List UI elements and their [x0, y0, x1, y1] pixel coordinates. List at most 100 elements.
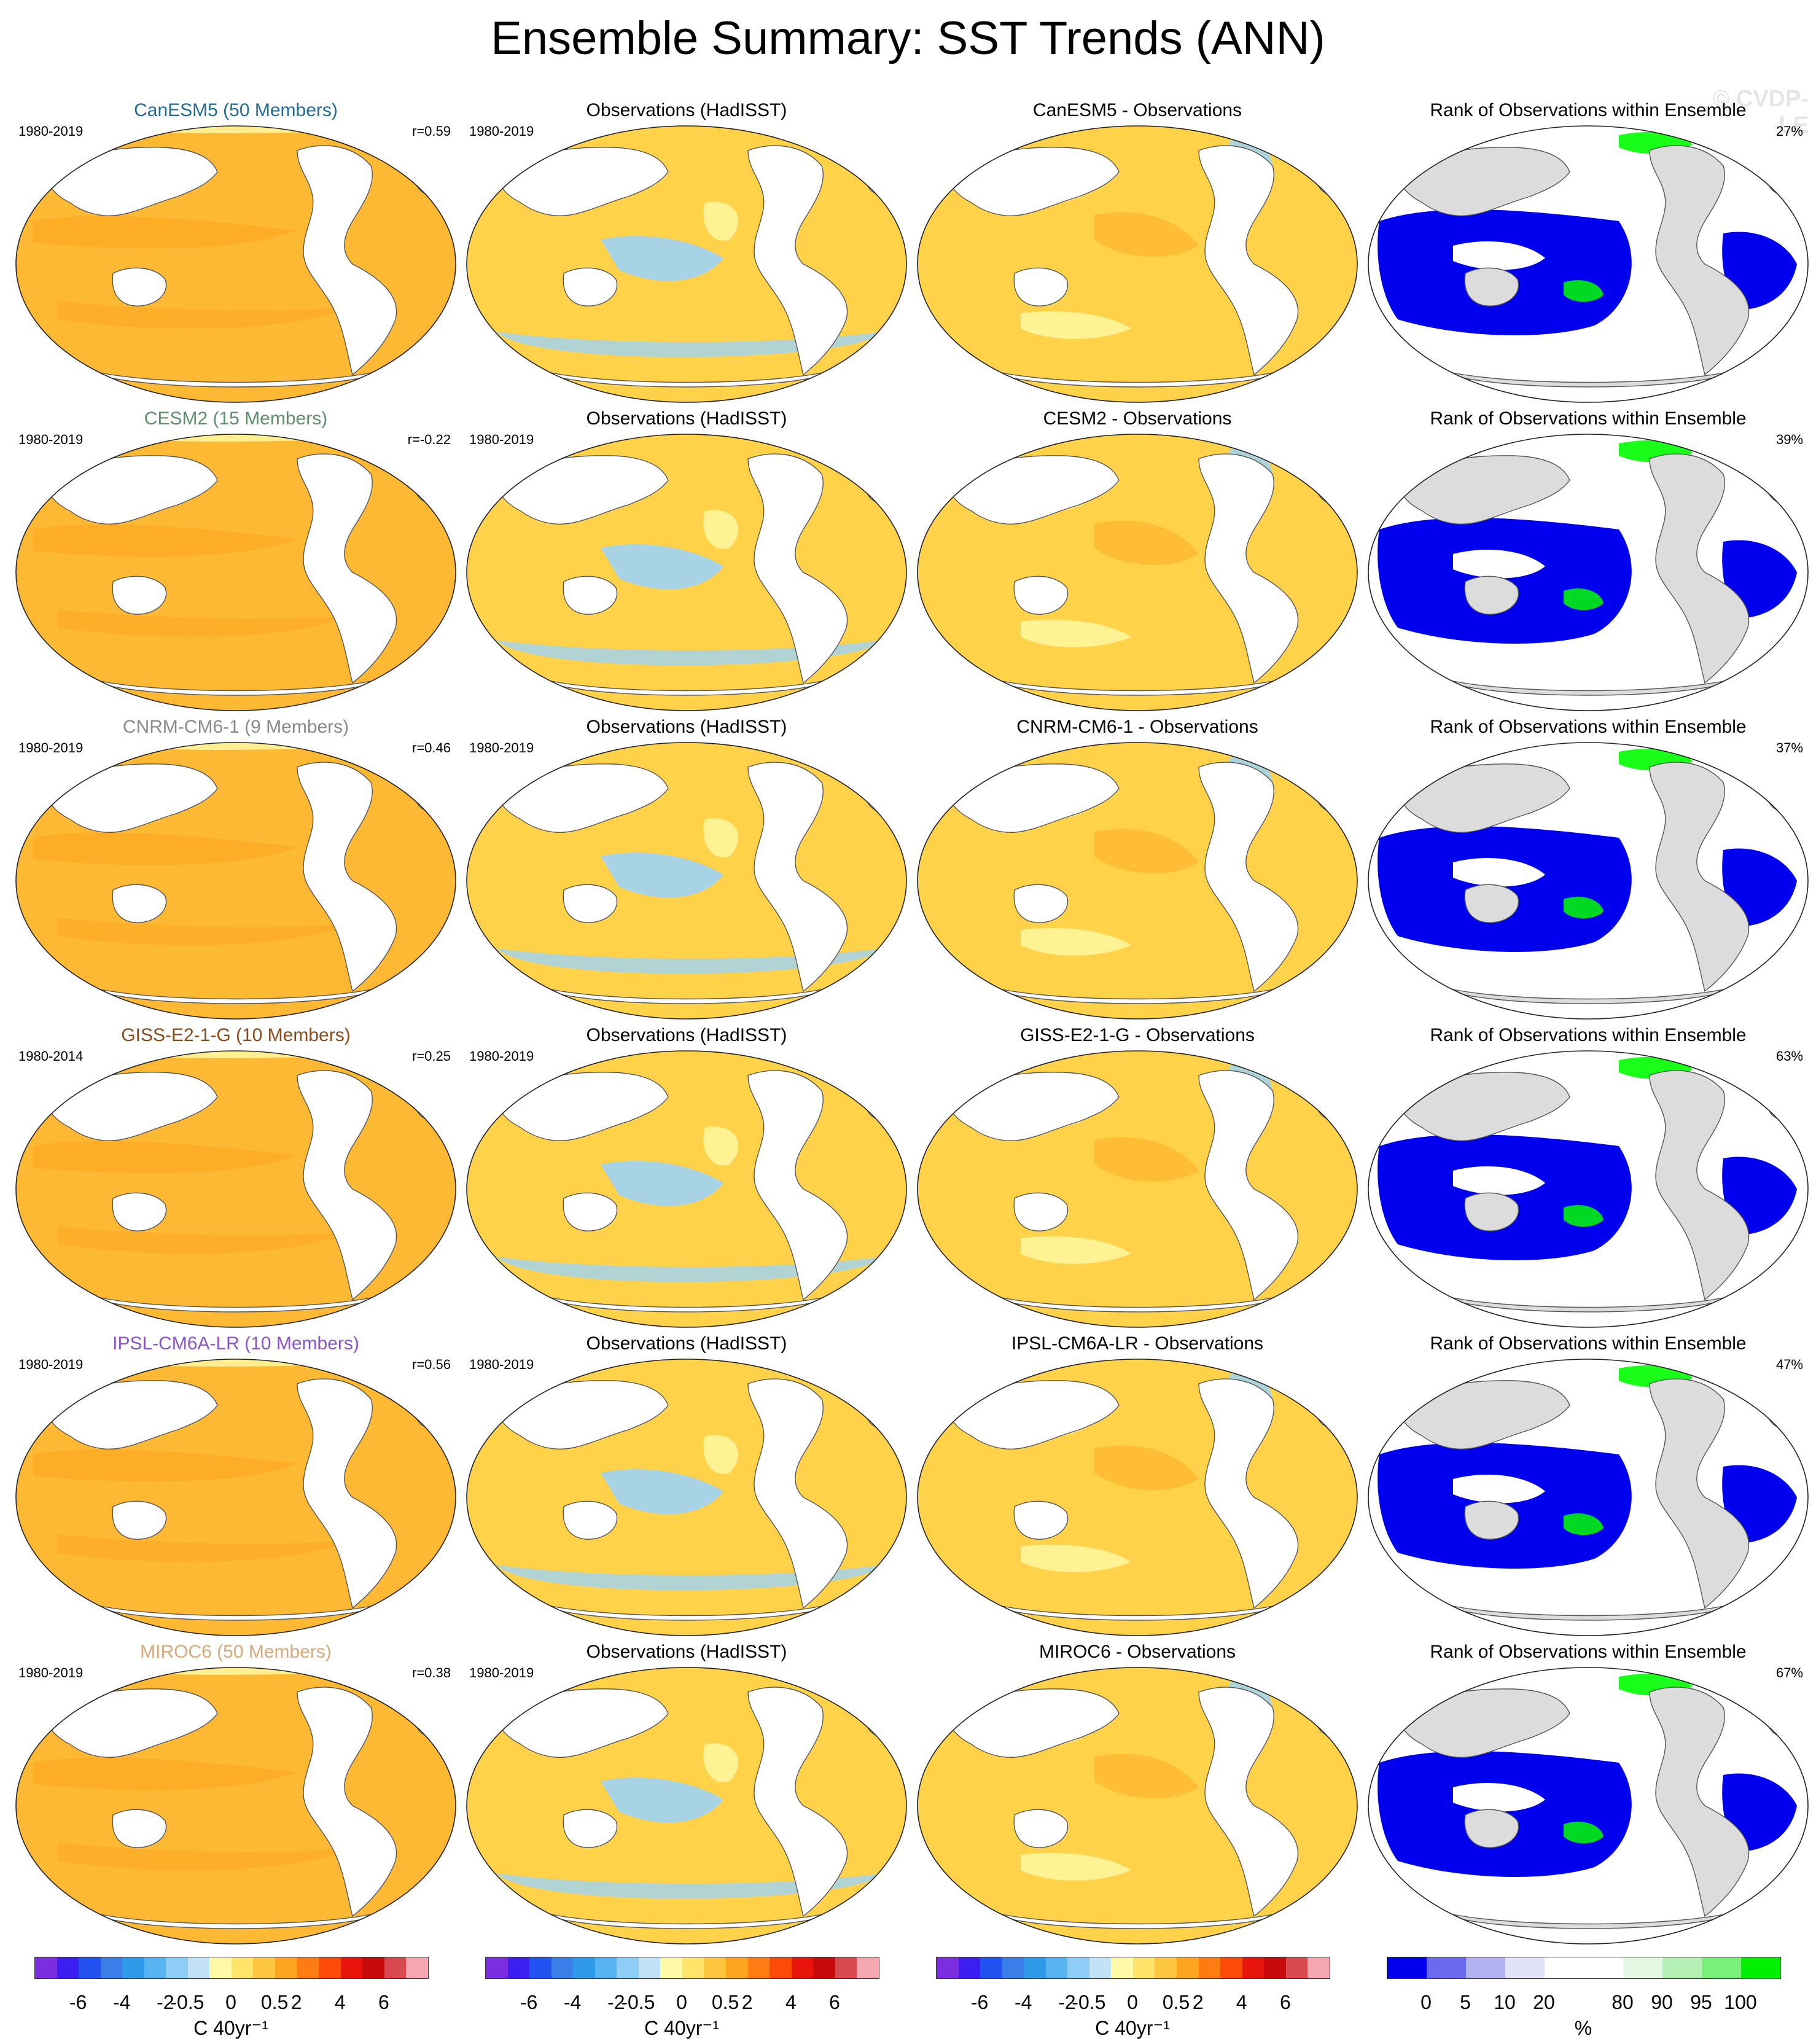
- sst-trend-map: [466, 125, 907, 403]
- rank-percent-label: 47%: [1775, 1357, 1803, 1372]
- rank-panel-title: Rank of Observations within Ensemble: [1430, 100, 1747, 120]
- obs-panel: Observations (HadISST) 1980-2019: [459, 98, 914, 405]
- colorbar-swatch: [551, 1957, 574, 1978]
- obs-panel: Observations (HadISST) 1980-2019: [459, 1332, 914, 1639]
- diff-panel-title: IPSL-CM6A-LR - Observations: [1011, 1333, 1264, 1354]
- colorbar-swatch: [1045, 1957, 1068, 1978]
- colorbar-swatch: [660, 1957, 682, 1978]
- rank-panel: Rank of Observations within Ensemble 27%: [1361, 98, 1815, 405]
- rank-panel-title: Rank of Observations within Ensemble: [1430, 717, 1747, 737]
- period-label: 1980-2019: [18, 740, 84, 755]
- sst-trend-map: [15, 125, 456, 403]
- colorbar-swatch: [253, 1957, 276, 1978]
- colorbar-tick-label: 0.5: [711, 1991, 739, 2013]
- colorbar-swatch: [791, 1957, 814, 1978]
- period-label: 1980-2019: [18, 123, 84, 139]
- colorbar-swatch: [35, 1957, 57, 1978]
- colorbar-tick-label: 6: [1279, 1991, 1291, 2013]
- colorbar-tick-label: 95: [1690, 1991, 1712, 2013]
- period-label: 1980-2019: [469, 1048, 534, 1064]
- colorbar-tick-label: -6: [520, 1991, 538, 2013]
- colorbar-tick-label: -0.5: [170, 1991, 205, 2013]
- obs-panel: Observations (HadISST) 1980-2019: [459, 1640, 914, 1947]
- colorbar-swatch: [144, 1957, 166, 1978]
- model-panel: IPSL-CM6A-LR (10 Members) 1980-2019 r=0.56: [9, 1332, 463, 1639]
- colorbar-tick-label: -0.5: [621, 1991, 655, 2013]
- model-panel-title: GISS-E2-1-G (10 Members): [121, 1025, 351, 1045]
- period-label: 1980-2019: [18, 1357, 84, 1372]
- colorbar-tick-label: -4: [1014, 1991, 1032, 2013]
- colorbar-tick-label: -6: [970, 1991, 989, 2013]
- colorbar-swatch: [747, 1957, 770, 1978]
- rank-map: [1368, 1050, 1809, 1328]
- pattern-correlation-label: r=0.46: [412, 740, 451, 755]
- pattern-correlation-label: r=-0.22: [407, 432, 451, 447]
- obs-panel-title: Observations (HadISST): [586, 100, 787, 120]
- colorbar-swatch: [1545, 1957, 1584, 1978]
- colorbar-swatch: [958, 1957, 981, 1978]
- colorbar-swatch: [1132, 1957, 1155, 1978]
- sst-trend-map: [15, 1359, 456, 1636]
- colorbar-swatches: [485, 1957, 879, 1979]
- period-label: 1980-2019: [469, 1357, 534, 1372]
- obs-panel-title: Observations (HadISST): [586, 1642, 787, 1662]
- colorbar-swatch: [1002, 1957, 1024, 1978]
- rank-map: [1368, 1359, 1809, 1636]
- colorbar-swatch: [187, 1957, 210, 1978]
- sst-trend-map: [466, 1050, 907, 1328]
- colorbar-tick-label: -4: [563, 1991, 582, 2013]
- colorbar-tick-label: 6: [378, 1991, 389, 2013]
- diff-panel: GISS-E2-1-G - Observations: [910, 1023, 1365, 1330]
- colorbar-tick-label: -2: [607, 1991, 625, 2013]
- rank-panel-title: Rank of Observations within Ensemble: [1430, 1333, 1747, 1354]
- sst-trend-map: [917, 434, 1358, 711]
- colorbar-swatch: [594, 1957, 617, 1978]
- colorbar-tick-label: 2: [1192, 1991, 1204, 2013]
- colorbar-tick-label: 6: [828, 1991, 840, 2013]
- rank-panel-title: Rank of Observations within Ensemble: [1430, 1025, 1747, 1045]
- colorbar-swatch: [362, 1957, 384, 1978]
- rank-percent-label: 63%: [1775, 1048, 1803, 1064]
- colorbar-unit-label: C 40yr⁻¹: [1095, 2017, 1170, 2039]
- colorbar-tick-label: 100: [1724, 1991, 1757, 2013]
- model-panel-title: CNRM-CM6-1 (9 Members): [122, 717, 349, 737]
- period-label: 1980-2019: [469, 432, 534, 447]
- colorbar-tick-label: -2: [1058, 1991, 1076, 2013]
- colorbar-tick-label: 0: [1127, 1991, 1138, 2013]
- colorbar-swatches: [936, 1957, 1330, 1979]
- period-label: 1980-2014: [18, 1048, 84, 1064]
- period-label: 1980-2019: [18, 1665, 84, 1680]
- colorbar-swatch: [1220, 1957, 1242, 1978]
- obs-panel: Observations (HadISST) 1980-2019: [459, 1023, 914, 1330]
- colorbar-swatch: [1242, 1957, 1265, 1978]
- colorbar-swatch: [1505, 1957, 1545, 1978]
- diff-panel: CESM2 - Observations: [910, 407, 1365, 714]
- colorbar-swatch: [617, 1957, 639, 1978]
- rank-panel: Rank of Observations within Ensemble 47%: [1361, 1332, 1815, 1639]
- colorbar-unit-label: %: [1574, 2017, 1592, 2039]
- colorbar-unit-label: C 40yr⁻¹: [644, 2017, 719, 2039]
- sst-trend-map: [917, 1359, 1358, 1636]
- colorbar-swatch: [726, 1957, 748, 1978]
- colorbar-swatch: [770, 1957, 792, 1978]
- colorbar-swatch: [1662, 1957, 1702, 1978]
- colorbar-swatch: [1623, 1957, 1662, 1978]
- colorbar-tick-label: -4: [112, 1991, 131, 2013]
- model-panel-title: CanESM5 (50 Members): [134, 100, 338, 120]
- colorbar-swatch: [1584, 1957, 1623, 1978]
- rank-panel: Rank of Observations within Ensemble 37%: [1361, 715, 1815, 1022]
- colorbar-tick-label: 10: [1494, 1991, 1516, 2013]
- colorbar-tick-label: 80: [1611, 1991, 1634, 2013]
- period-label: 1980-2019: [469, 123, 534, 139]
- sst-trend-map: [917, 1050, 1358, 1328]
- colorbar-swatch: [1155, 1957, 1177, 1978]
- rank-panel: Rank of Observations within Ensemble 67%: [1361, 1640, 1815, 1947]
- colorbar-swatch: [857, 1957, 879, 1978]
- colorbar-swatch: [1198, 1957, 1221, 1978]
- rank-panel-title: Rank of Observations within Ensemble: [1430, 408, 1747, 429]
- pattern-correlation-label: r=0.56: [412, 1357, 451, 1372]
- model-panel-title: IPSL-CM6A-LR (10 Members): [112, 1333, 359, 1354]
- diff-panel: CNRM-CM6-1 - Observations: [910, 715, 1365, 1022]
- colorbar-tick-label: -6: [69, 1991, 87, 2013]
- sst-trend-map: [466, 434, 907, 711]
